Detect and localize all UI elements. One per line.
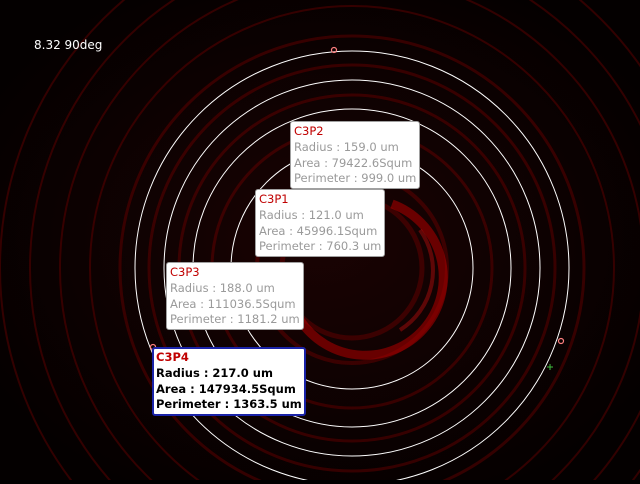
measurement-area: Area : 111036.5Squm [170,296,296,311]
measurement-perimeter: Perimeter : 1363.5 um [156,397,302,412]
measurement-perimeter: Perimeter : 999.0 um [294,171,417,186]
measurement-box-c3p3[interactable]: C3P3 Radius : 188.0 um Area : 111036.5Sq… [166,262,304,331]
measurement-id: C3P3 [170,265,200,279]
measurement-area: Area : 79422.6Squm [294,155,413,170]
measure-circle-c3p4[interactable] [134,50,570,484]
measurement-radius: Radius : 188.0 um [170,280,275,295]
measurement-radius: Radius : 217.0 um [156,365,273,380]
measurement-box-c3p1[interactable]: C3P1 Radius : 121.0 um Area : 45996.1Squ… [255,189,386,258]
measurement-perimeter: Perimeter : 1181.2 um [170,312,300,327]
handle-right[interactable] [557,337,565,345]
measurement-radius: Radius : 159.0 um [294,139,399,154]
measurement-box-c3p4[interactable]: C3P4 Radius : 217.0 um Area : 147934.5Sq… [152,347,306,417]
measurement-area: Area : 45996.1Squm [259,223,378,238]
handle-top[interactable] [330,46,338,54]
measurement-circles[interactable] [134,50,570,484]
measure-circle-c3p3[interactable] [163,79,541,457]
measurement-id: C3P2 [294,124,324,138]
angle-readout: 8.32 90deg [34,38,103,52]
center-marker-icon [547,364,553,370]
measurement-radius: Radius : 121.0 um [259,207,364,222]
measurement-box-c3p2[interactable]: C3P2 Radius : 159.0 um Area : 79422.6Squ… [290,121,421,190]
bright-arc [296,199,448,360]
measurement-id: C3P4 [156,350,189,364]
measurement-area: Area : 147934.5Squm [156,381,296,396]
measurement-perimeter: Perimeter : 760.3 um [259,239,382,254]
measurement-id: C3P1 [259,192,289,206]
